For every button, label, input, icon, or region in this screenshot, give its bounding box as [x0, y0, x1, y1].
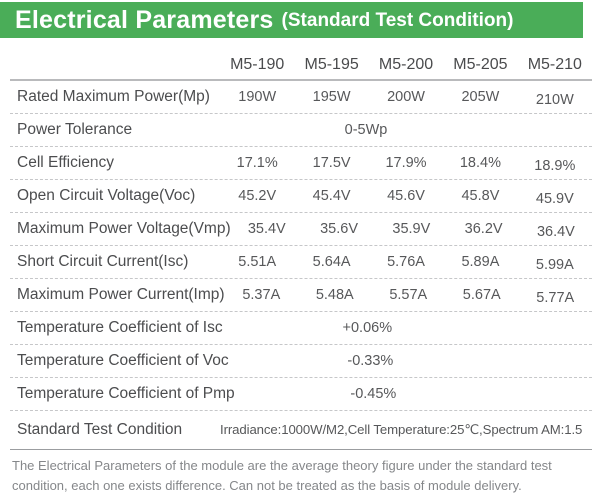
row-value: 5.64A — [312, 254, 351, 270]
table-row: Rated Maximum Power(Mp) 190W 195W 200W 205W 2… — [10, 81, 592, 114]
table-header-row: M5-190 M5-195 M5-200 M5-205 M5-210 — [10, 38, 592, 81]
row-value: 36.2V — [464, 221, 503, 237]
row-value-merged: Irradiance:1000W/M2,Cell Temperature:25℃… — [220, 422, 583, 437]
row-label: Standard Test Condition — [17, 421, 183, 438]
row-value-merged: -0.45% — [350, 386, 397, 402]
row-value: 45.6V — [387, 188, 425, 204]
row-value: 5.51A — [238, 254, 277, 270]
row-value: 35.6V — [320, 221, 358, 237]
table-row: Temperature Coefficient of Voc -0.33% — [10, 345, 592, 378]
row-value: 5.67A — [462, 287, 501, 303]
row-value: 17.5V — [312, 155, 351, 171]
title-banner: Electrical Parameters (Standard Test Con… — [0, 2, 583, 38]
row-value: 5.77A — [536, 290, 575, 306]
row-label: Temperature Coefficient of Pmp — [17, 385, 235, 402]
column-header-m5-190: M5-190 — [230, 56, 285, 73]
row-value-merged: +0.06% — [342, 320, 393, 336]
table-row: Maximum Power Current(Imp) 5.37A 5.48A 5.57… — [10, 279, 592, 312]
table-body: Rated Maximum Power(Mp) 190W 195W 200W 205W 2… — [10, 81, 592, 450]
row-value: 17.1% — [236, 155, 278, 171]
row-label: Rated Maximum Power(Mp) — [17, 88, 210, 105]
row-value: 5.76A — [387, 254, 425, 270]
row-value: 17.9% — [385, 155, 427, 171]
row-value: 190W — [238, 89, 277, 105]
page-subtitle: (Standard Test Condition) — [281, 10, 514, 31]
row-value: 35.9V — [392, 221, 431, 237]
row-label: Maximum Power Voltage(Vmp) — [17, 220, 231, 237]
column-header-m5-200: M5-200 — [378, 56, 434, 73]
row-value: 5.37A — [242, 287, 281, 303]
row-value: 5.48A — [315, 287, 354, 303]
row-value: 200W — [387, 89, 425, 105]
params-table: M5-190 M5-195 M5-200 M5-205 M5-210 Rated… — [10, 38, 592, 450]
row-value: 195W — [312, 89, 351, 105]
table-row: Short Circuit Current(Isc) 5.51A 5.64A 5.76… — [10, 246, 592, 279]
row-value: 5.99A — [535, 257, 574, 273]
row-value: 205W — [461, 89, 500, 105]
row-value: 18.9% — [534, 158, 576, 174]
row-label: Power Tolerance — [17, 121, 133, 138]
row-value: 5.57A — [389, 287, 428, 303]
table-row: Maximum Power Voltage(Vmp) 35.4V 35.6V 35.9… — [10, 213, 592, 246]
row-value: 45.9V — [535, 191, 574, 207]
row-label: Temperature Coefficient of Isc — [17, 319, 223, 336]
table-row: Cell Efficiency 17.1% 17.5V 17.9% 18.4% 18.9% — [10, 147, 592, 180]
table-row: Standard Test Condition Irradiance:1000W/… — [10, 411, 592, 450]
footnote: The Electrical Parameters of the module … — [12, 458, 552, 493]
row-value-merged: 0-5Wp — [344, 122, 388, 138]
row-value: 36.4V — [536, 224, 575, 240]
row-label: Open Circuit Voltage(Voc) — [17, 187, 196, 204]
table-row: Power Tolerance 0-5Wp — [10, 114, 592, 147]
column-header-m5-210: M5-210 — [527, 56, 582, 73]
row-value-merged: -0.33% — [347, 353, 394, 369]
table-row: Open Circuit Voltage(Voc) 45.2V 45.4V 45.6V… — [10, 180, 592, 213]
row-value: 210W — [535, 92, 574, 108]
table-row: Temperature Coefficient of Pmp -0.45% — [10, 378, 592, 411]
row-label: Short Circuit Current(Isc) — [17, 253, 189, 270]
row-value: 18.4% — [459, 155, 501, 171]
column-header-m5-205: M5-205 — [453, 56, 508, 73]
page-title: Electrical Parameters — [15, 5, 274, 34]
row-label: Temperature Coefficient of Voc — [17, 352, 229, 369]
row-value: 5.89A — [461, 254, 500, 270]
row-value: 45.2V — [238, 188, 277, 204]
row-label: Maximum Power Current(Imp) — [17, 286, 225, 303]
column-header-m5-195: M5-195 — [304, 56, 359, 73]
row-value: 45.8V — [461, 188, 500, 204]
table-row: Temperature Coefficient of Isc +0.06% — [10, 312, 592, 345]
row-value: 45.4V — [312, 188, 351, 204]
row-value: 35.4V — [247, 221, 286, 237]
row-label: Cell Efficiency — [17, 154, 115, 171]
